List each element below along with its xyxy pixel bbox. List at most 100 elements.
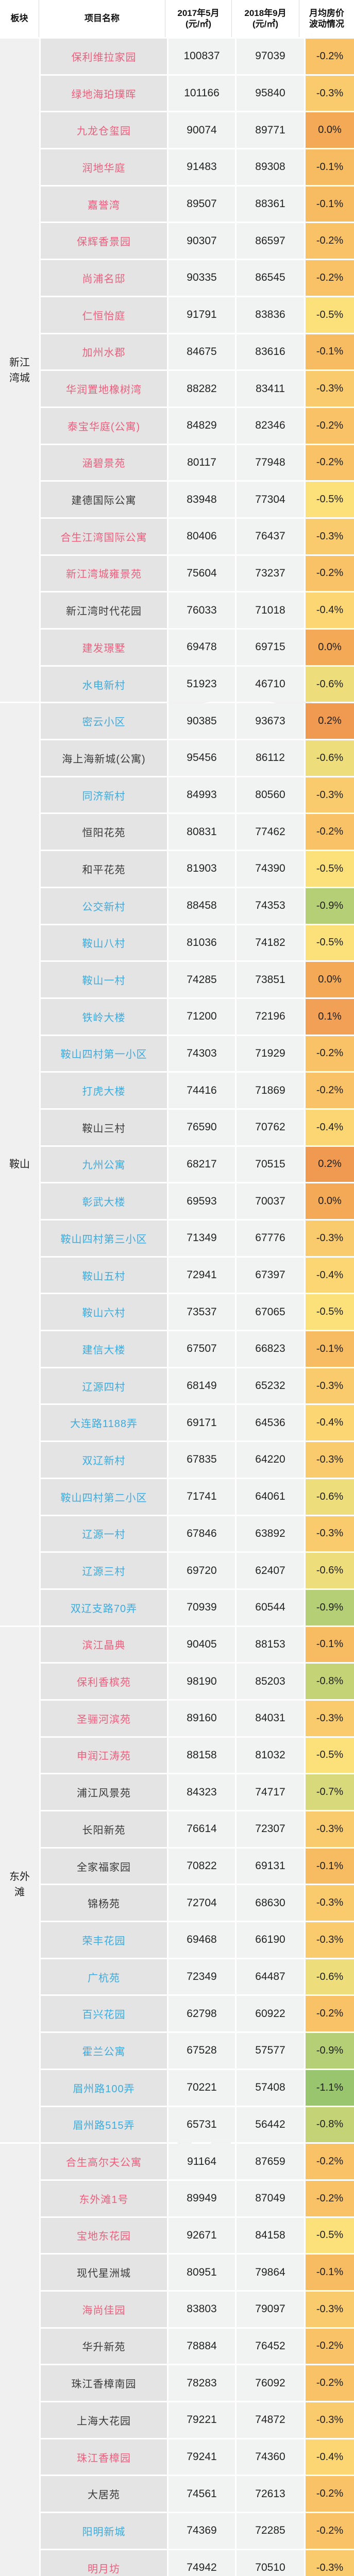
price-2017-cell: 80117	[168, 445, 235, 481]
price-2018-cell: 69715	[237, 630, 304, 665]
project-name-cell: 仁恒怡庭	[41, 297, 167, 333]
change-cell: -0.6%	[306, 1959, 354, 1995]
change-cell: -0.5%	[306, 1737, 354, 1773]
price-2018-cell: 56442	[237, 2107, 304, 2143]
price-2017-cell: 75604	[168, 555, 235, 591]
price-2018-cell: 66190	[237, 1922, 304, 1958]
change-cell: -0.2%	[306, 2476, 354, 2512]
change-cell: 0.0%	[306, 1183, 354, 1219]
price-2018-cell: 74353	[237, 888, 304, 924]
project-name-cell: 申润江涛苑	[41, 1737, 167, 1773]
project-name-cell: 滨江晶典	[41, 1626, 167, 1663]
price-2017-cell: 74369	[168, 2513, 235, 2549]
price-2018-cell: 81032	[237, 1737, 304, 1773]
price-2018-cell: 72285	[237, 2513, 304, 2549]
price-2018-cell: 87049	[237, 2180, 304, 2216]
change-cell: -0.1%	[306, 1331, 354, 1367]
project-name-cell: 建发璟墅	[41, 630, 167, 665]
district-section: 周家嘴路合生高尔夫公寓9116487659-0.2%东外滩1号899498704…	[0, 2144, 354, 2576]
project-name-cell: 珠江香樟园	[41, 2439, 167, 2475]
price-2017-cell: 81036	[168, 925, 235, 961]
price-2018-cell: 70515	[237, 1146, 304, 1182]
price-2017-cell: 74285	[168, 962, 235, 997]
price-2018-cell: 76092	[237, 2365, 304, 2401]
price-2018-cell: 84031	[237, 1700, 304, 1736]
price-2018-cell: 74360	[237, 2439, 304, 2475]
header-project-name-label: 项目名称	[85, 13, 120, 24]
district-label: 东外滩	[0, 1626, 39, 2143]
price-2018-cell: 64220	[237, 1442, 304, 1478]
price-2017-cell: 72349	[168, 1959, 235, 1995]
project-name-cell: 海尚佳园	[41, 2291, 167, 2327]
price-2017-cell: 62798	[168, 1996, 235, 2032]
price-2017-cell: 78283	[168, 2365, 235, 2401]
project-name-cell: 浦江风景苑	[41, 1774, 167, 1810]
price-2018-cell: 73851	[237, 962, 304, 997]
district-section: 新江湾城 保利维拉家园 100837 97039 -0.2% 绿地海珀璞晖 101166 95…	[0, 39, 354, 702]
project-name-cell: 铁岭大楼	[41, 998, 167, 1035]
header-change-line2: 波动情况	[309, 19, 344, 29]
header-price-2018: 2018年9月 (元/㎡)	[232, 0, 299, 37]
price-2018-cell: 71869	[237, 1073, 304, 1108]
price-2018-cell: 86545	[237, 260, 304, 296]
project-name-cell: 润地华庭	[41, 149, 167, 185]
price-2017-cell: 90307	[168, 223, 235, 259]
project-name-cell: 鞍山三村	[41, 1109, 167, 1145]
project-name-cell: 东外滩1号	[41, 2180, 167, 2216]
price-2017-cell: 84829	[168, 408, 235, 444]
price-2018-cell: 66823	[237, 1331, 304, 1367]
project-name-cell: 圣骊河滨苑	[41, 1700, 167, 1736]
change-cell: -0.2%	[306, 223, 354, 259]
price-2017-cell: 78884	[168, 2328, 235, 2364]
price-2017-cell: 76033	[168, 592, 235, 628]
header-price-2017-line2: (元/㎡)	[185, 19, 212, 29]
price-2017-cell: 70939	[168, 1589, 235, 1625]
project-name-cell: 百兴花园	[41, 1996, 167, 2032]
change-cell: -0.7%	[306, 1774, 354, 1810]
header-change: 月均房价 波动情况	[299, 0, 354, 37]
price-2018-cell: 70037	[237, 1183, 304, 1219]
project-name-cell: 公交新村	[41, 888, 167, 924]
price-2018-cell: 80560	[237, 777, 304, 813]
price-2018-cell: 64061	[237, 1479, 304, 1515]
price-2017-cell: 101166	[168, 75, 235, 111]
project-name-cell: 华润置地橡树湾	[41, 371, 167, 406]
change-cell: -0.2%	[306, 555, 354, 591]
project-name-cell: 鞍山一村	[41, 962, 167, 997]
price-2017-cell: 88282	[168, 371, 235, 406]
price-2018-cell: 93673	[237, 703, 304, 739]
change-cell: 0.0%	[306, 962, 354, 997]
project-name-cell: 建德国际公寓	[41, 482, 167, 517]
price-2017-cell: 51923	[168, 666, 235, 702]
change-cell: -0.5%	[306, 1294, 354, 1330]
price-2018-cell: 89771	[237, 112, 304, 148]
price-2018-cell: 71018	[237, 592, 304, 628]
header-project-name: 项目名称	[39, 0, 165, 37]
price-2017-cell: 69171	[168, 1405, 235, 1441]
change-cell: -0.5%	[306, 2217, 354, 2253]
price-2018-cell: 60922	[237, 1996, 304, 2032]
project-name-cell: 泰宝华庭(公寓)	[41, 408, 167, 444]
price-2017-cell: 89949	[168, 2180, 235, 2216]
project-name-cell: 全家福家园	[41, 1848, 167, 1884]
change-cell: -0.6%	[306, 1553, 354, 1588]
price-2018-cell: 68630	[237, 1885, 304, 1921]
project-name-cell: 辽源一村	[41, 1516, 167, 1552]
price-2018-cell: 62407	[237, 1553, 304, 1588]
change-cell: -0.3%	[306, 1811, 354, 1847]
project-name-cell: 合生江湾国际公寓	[41, 518, 167, 554]
change-cell: -0.2%	[306, 1036, 354, 1072]
price-2017-cell: 72941	[168, 1257, 235, 1293]
price-2017-cell: 71741	[168, 1479, 235, 1515]
change-cell: -0.2%	[306, 39, 354, 74]
price-2017-cell: 73537	[168, 1294, 235, 1330]
project-name-cell: 尚浦名邸	[41, 260, 167, 296]
change-cell: -0.4%	[306, 1405, 354, 1441]
price-2017-cell: 98190	[168, 1664, 235, 1699]
change-cell: -0.3%	[306, 518, 354, 554]
price-2018-cell: 79864	[237, 2255, 304, 2290]
project-name-cell: 九龙仓玺园	[41, 112, 167, 148]
price-2017-cell: 91483	[168, 149, 235, 185]
price-2018-cell: 63892	[237, 1516, 304, 1552]
district-label: 新江湾城	[0, 39, 39, 702]
